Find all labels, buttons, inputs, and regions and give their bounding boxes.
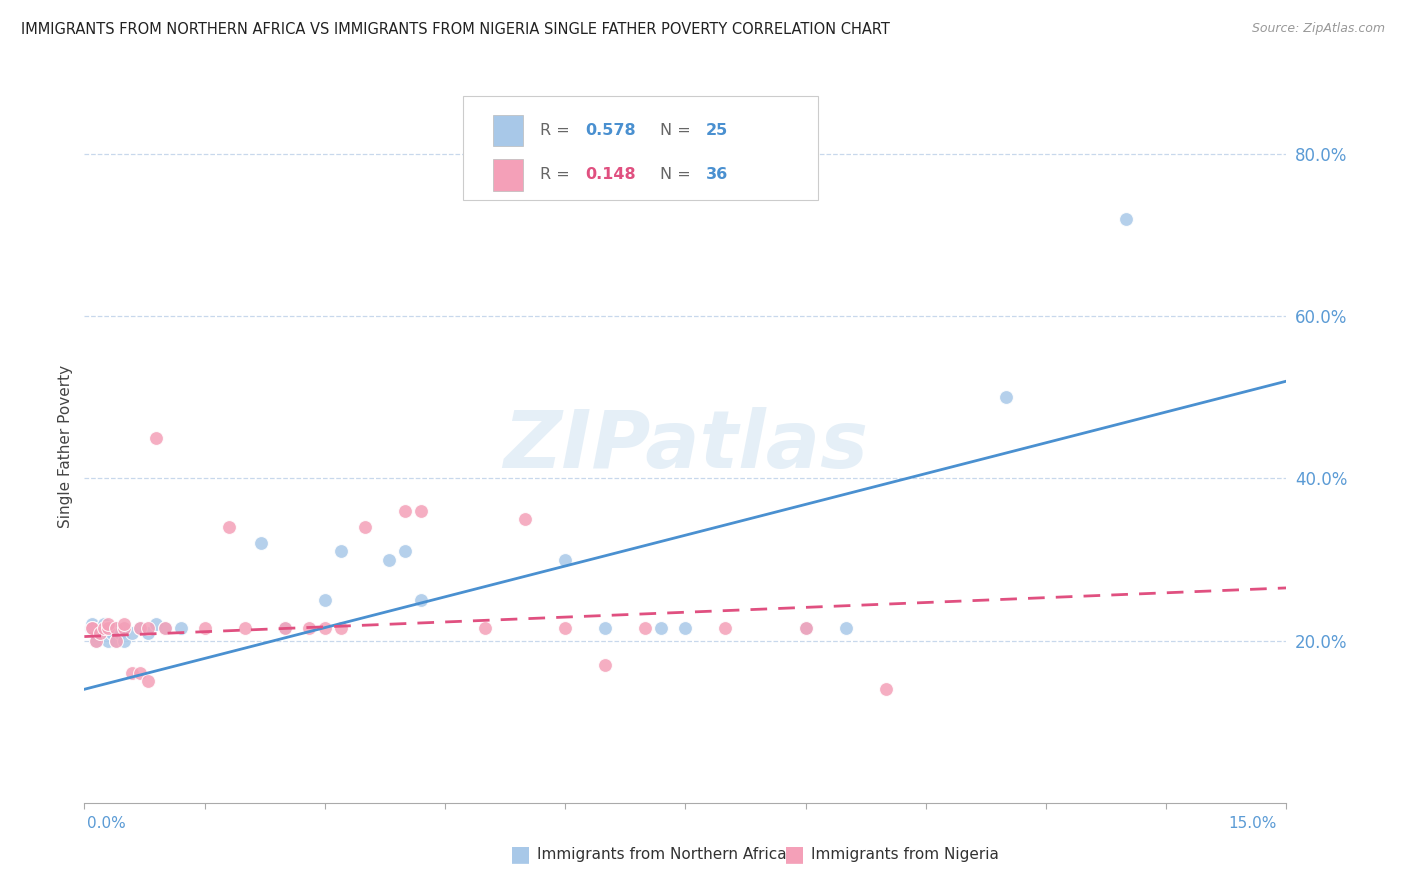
Point [634, 622, 657, 636]
Point [329, 544, 352, 558]
Point [169, 622, 191, 636]
Text: 0.0%: 0.0% [87, 816, 127, 831]
Bar [494, 114, 523, 146]
Point [121, 666, 143, 681]
Text: 25: 25 [706, 123, 728, 137]
Text: Source: ZipAtlas.com: Source: ZipAtlas.com [1251, 22, 1385, 36]
Point [80, 622, 103, 636]
Point [554, 622, 576, 636]
Point [835, 622, 858, 636]
Point [794, 622, 817, 636]
Text: 0.148: 0.148 [586, 168, 637, 182]
Point [93, 622, 115, 636]
Point [474, 622, 496, 636]
Point [314, 622, 336, 636]
Point [138, 674, 160, 689]
Point [794, 622, 817, 636]
Point [105, 622, 128, 636]
Text: N =: N = [661, 123, 696, 137]
Point [86, 633, 108, 648]
Point [129, 622, 152, 636]
Point [354, 520, 377, 534]
Point [394, 544, 416, 558]
Point [233, 622, 256, 636]
Point [153, 622, 176, 636]
Point [89, 625, 111, 640]
Point [82, 622, 104, 636]
Point [129, 622, 152, 636]
Text: ■: ■ [785, 845, 804, 864]
Point [97, 617, 120, 632]
Point [82, 622, 104, 636]
Point [378, 552, 401, 566]
Text: IMMIGRANTS FROM NORTHERN AFRICA VS IMMIGRANTS FROM NIGERIA SINGLE FATHER POVERTY: IMMIGRANTS FROM NORTHERN AFRICA VS IMMIG… [21, 22, 890, 37]
Point [145, 617, 167, 632]
Point [595, 622, 617, 636]
Bar [494, 159, 523, 191]
Text: Immigrants from Northern Africa: Immigrants from Northern Africa [537, 847, 787, 862]
Point [93, 617, 115, 632]
Point [875, 682, 897, 697]
Point [110, 625, 132, 640]
Point [595, 657, 617, 672]
Text: 0.578: 0.578 [586, 123, 637, 137]
Point [121, 625, 143, 640]
Point [515, 512, 537, 526]
Point [194, 622, 217, 636]
Point [89, 625, 111, 640]
Point [329, 622, 352, 636]
Point [298, 622, 321, 636]
Point [105, 633, 128, 648]
Point [650, 622, 672, 636]
Point [86, 633, 108, 648]
Point [218, 520, 240, 534]
Point [714, 622, 737, 636]
Point [274, 622, 297, 636]
Point [995, 390, 1018, 404]
Text: ZIPatlas: ZIPatlas [503, 407, 868, 485]
Point [409, 593, 432, 607]
Point [114, 633, 135, 648]
Point [114, 617, 135, 632]
FancyBboxPatch shape [463, 96, 818, 200]
Point [129, 666, 152, 681]
Point [1115, 211, 1137, 226]
Point [274, 622, 297, 636]
Point [249, 536, 271, 550]
Point [138, 625, 160, 640]
Point [97, 622, 120, 636]
Text: R =: R = [540, 123, 575, 137]
Point [114, 622, 135, 636]
Point [138, 622, 160, 636]
Point [409, 504, 432, 518]
Point [145, 431, 167, 445]
Point [101, 625, 124, 640]
Point [82, 617, 104, 632]
Point [97, 622, 120, 636]
Y-axis label: Single Father Poverty: Single Father Poverty [58, 365, 73, 527]
Point [105, 622, 128, 636]
Text: 36: 36 [706, 168, 728, 182]
Text: 15.0%: 15.0% [1229, 816, 1277, 831]
Point [314, 593, 336, 607]
Text: N =: N = [661, 168, 696, 182]
Text: R =: R = [540, 168, 575, 182]
Text: ■: ■ [510, 845, 530, 864]
Point [97, 633, 120, 648]
Point [675, 622, 697, 636]
Point [114, 622, 135, 636]
Point [89, 622, 111, 636]
Point [153, 622, 176, 636]
Point [554, 552, 576, 566]
Point [394, 504, 416, 518]
Point [105, 633, 128, 648]
Text: Immigrants from Nigeria: Immigrants from Nigeria [811, 847, 1000, 862]
